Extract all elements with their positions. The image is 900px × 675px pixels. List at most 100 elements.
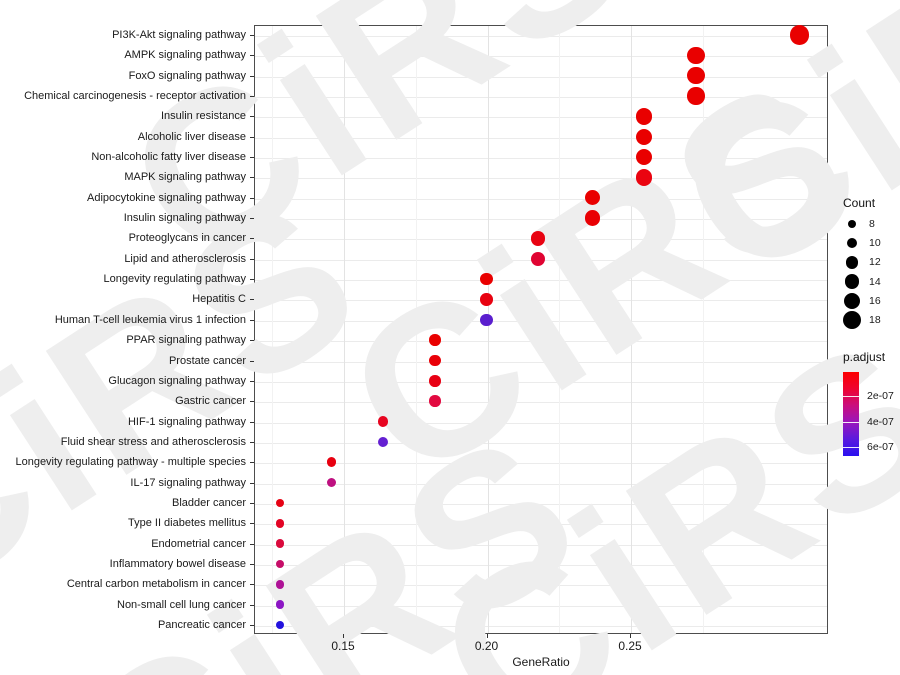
y-axis-label: Lipid and atherosclerosis bbox=[124, 252, 246, 265]
gridline-horizontal bbox=[255, 300, 827, 302]
gridline-horizontal bbox=[255, 320, 827, 322]
y-axis-label: Non-alcoholic fatty liver disease bbox=[91, 151, 246, 164]
legend-count: Count 8 10 12 14 16 18 bbox=[842, 196, 900, 341]
data-point bbox=[275, 559, 285, 569]
padjust-tick-mark bbox=[843, 396, 859, 398]
data-point bbox=[636, 148, 653, 166]
y-axis-label: HIF-1 signaling pathway bbox=[127, 415, 246, 428]
y-axis-tick bbox=[250, 563, 254, 565]
y-axis-label: MAPK signaling pathway bbox=[124, 171, 246, 184]
data-point bbox=[789, 25, 809, 45]
legend-count-dot bbox=[843, 292, 861, 309]
data-point bbox=[636, 108, 653, 125]
gridline-horizontal bbox=[255, 97, 827, 99]
y-axis-tick bbox=[250, 299, 254, 301]
data-point bbox=[377, 436, 389, 448]
gridline-horizontal bbox=[255, 137, 827, 139]
gridline-vertical-major bbox=[631, 26, 632, 633]
y-axis-label: Non-small cell lung cancer bbox=[117, 598, 246, 611]
gridline-horizontal bbox=[255, 219, 827, 221]
y-axis-label: IL-17 signaling pathway bbox=[130, 476, 246, 489]
y-axis-tick bbox=[250, 380, 254, 382]
gridline-vertical-minor bbox=[272, 26, 274, 633]
data-point bbox=[480, 272, 493, 286]
legend-count-dot bbox=[847, 219, 857, 229]
y-axis-label: Pancreatic cancer bbox=[157, 619, 246, 631]
data-point bbox=[275, 600, 285, 609]
legend-count-dot bbox=[842, 310, 862, 330]
y-axis-label: Insulin signaling pathway bbox=[123, 212, 246, 225]
x-axis-title: GeneRatio bbox=[512, 655, 570, 669]
y-axis-label: Prostate cancer bbox=[168, 354, 246, 367]
data-point bbox=[429, 375, 441, 387]
padjust-tick-label: 2e-07 bbox=[867, 390, 894, 403]
y-axis-label: Proteoglycans in cancer bbox=[128, 232, 246, 245]
gridline-horizontal bbox=[255, 503, 827, 505]
y-axis-tick bbox=[250, 421, 254, 423]
legend-count-label: 16 bbox=[869, 294, 881, 307]
padjust-tick-label: 4e-07 bbox=[867, 415, 894, 428]
y-axis-label: Alcoholic liver disease bbox=[137, 130, 246, 143]
y-axis-tick bbox=[250, 340, 254, 342]
data-point bbox=[326, 457, 337, 467]
y-axis-tick bbox=[250, 116, 254, 118]
legend-count-dot bbox=[846, 237, 858, 249]
y-axis-tick bbox=[250, 543, 254, 545]
gridline-horizontal bbox=[255, 442, 827, 444]
data-point bbox=[275, 539, 285, 548]
legend-padjust-title: p.adjust bbox=[843, 350, 886, 364]
y-axis-tick bbox=[250, 584, 254, 586]
data-point bbox=[480, 293, 493, 306]
y-axis-label: PI3K-Akt signaling pathway bbox=[112, 29, 246, 41]
gridline-horizontal bbox=[255, 117, 827, 119]
y-axis-label: Inflammatory bowel disease bbox=[109, 557, 246, 570]
x-axis-tick-label: 0.20 bbox=[474, 639, 499, 653]
gridline-horizontal bbox=[255, 422, 827, 424]
gridline-horizontal bbox=[255, 381, 827, 383]
padjust-tick-mark bbox=[843, 447, 859, 448]
data-point bbox=[429, 354, 441, 367]
y-axis-label: Gastric cancer bbox=[175, 395, 246, 408]
gridline-horizontal bbox=[255, 158, 827, 160]
gridline-horizontal bbox=[255, 341, 827, 343]
data-point bbox=[275, 518, 285, 528]
data-point bbox=[377, 416, 389, 427]
data-point bbox=[275, 580, 285, 589]
y-axis-tick bbox=[250, 136, 254, 138]
y-axis-label: PPAR signaling pathway bbox=[126, 334, 246, 347]
x-axis-tick bbox=[630, 634, 631, 638]
gridline-vertical-minor bbox=[559, 26, 561, 633]
gridline-horizontal bbox=[255, 36, 827, 37]
y-axis-label: Insulin resistance bbox=[161, 110, 246, 123]
y-axis-tick bbox=[250, 55, 254, 57]
y-axis-tick bbox=[250, 625, 254, 626]
y-axis-label: Adipocytokine signaling pathway bbox=[87, 191, 246, 204]
legend-count-dot bbox=[844, 274, 860, 289]
y-axis-label: Longevity regulating pathway - multiple … bbox=[15, 456, 246, 469]
gridline-vertical-minor bbox=[702, 26, 704, 633]
y-axis-tick bbox=[250, 35, 254, 36]
data-point bbox=[530, 251, 546, 266]
gridline-horizontal bbox=[255, 402, 827, 404]
y-axis-label: FoxO signaling pathway bbox=[128, 69, 246, 82]
x-axis-tick bbox=[343, 634, 344, 638]
gridline-horizontal bbox=[255, 56, 827, 58]
y-axis-tick bbox=[250, 238, 254, 240]
y-axis-tick bbox=[250, 482, 254, 484]
legend-count-title: Count bbox=[843, 196, 876, 210]
y-axis-tick bbox=[250, 197, 254, 199]
gridline-horizontal bbox=[255, 483, 827, 485]
data-point bbox=[585, 190, 601, 206]
gridline-horizontal bbox=[255, 605, 827, 607]
y-axis-tick bbox=[250, 523, 254, 525]
y-axis-label: Type II diabetes mellitus bbox=[127, 517, 246, 530]
x-axis-tick bbox=[486, 634, 488, 638]
gridline-vertical-minor bbox=[415, 26, 417, 633]
data-point bbox=[480, 313, 493, 327]
y-axis-label: AMPK signaling pathway bbox=[124, 49, 246, 62]
gridline-vertical-major bbox=[487, 26, 489, 633]
plot-panel bbox=[254, 25, 828, 634]
y-axis-tick bbox=[250, 258, 254, 260]
